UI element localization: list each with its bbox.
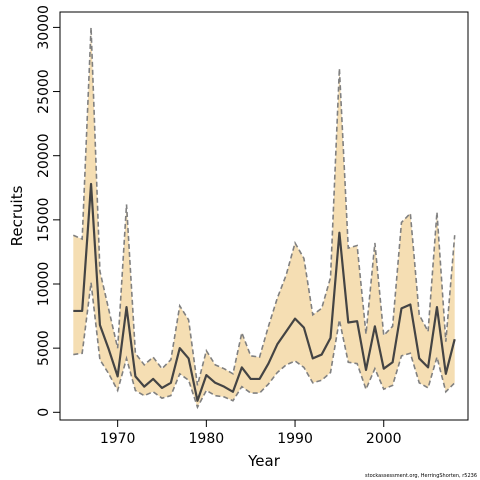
x-tick-label: 1990 [277,431,313,447]
confidence-band-layer [73,27,455,408]
y-tick-label: 0 [36,408,52,417]
y-tick-label: 30000 [36,5,52,50]
y-tick-label: 15000 [36,198,52,243]
y-tick-label: 5000 [36,330,52,366]
confidence-bounds-layer [72,27,456,410]
upper-bound-line [72,27,456,386]
confidence-band [73,27,455,408]
plot-frame [59,11,469,421]
y-tick-label: 20000 [36,133,52,178]
y-tick-label: 10000 [36,262,52,307]
estimate-line-layer [73,182,456,402]
y-tick-label: 25000 [36,69,52,114]
x-tick-label: 1980 [189,431,225,447]
x-axis: 1970 1980 1990 2000 [100,420,402,447]
y-axis-title: Recruits [8,185,26,246]
estimate-line [73,182,456,402]
source-note: stockassessment.org, HerringShorten, r52… [365,473,477,479]
y-axis: 0 5000 10000 15000 20000 25000 30000 [36,5,60,417]
x-tick-label: 2000 [366,431,402,447]
x-tick-label: 1970 [100,431,136,447]
x-axis-title: Year [247,452,281,470]
lower-bound-line [73,282,456,410]
